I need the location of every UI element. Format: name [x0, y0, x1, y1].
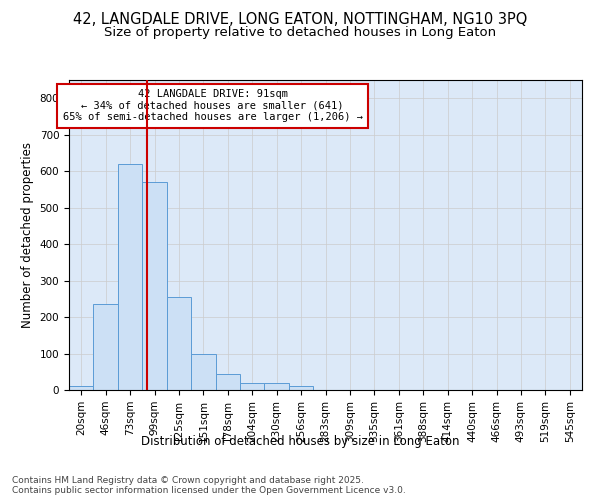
Text: 42 LANGDALE DRIVE: 91sqm
← 34% of detached houses are smaller (641)
65% of semi-: 42 LANGDALE DRIVE: 91sqm ← 34% of detach…	[62, 90, 362, 122]
Bar	[167, 297, 191, 390]
Bar	[240, 382, 265, 390]
Bar	[142, 182, 167, 390]
Text: Contains HM Land Registry data © Crown copyright and database right 2025.
Contai: Contains HM Land Registry data © Crown c…	[12, 476, 406, 495]
Bar	[118, 164, 142, 390]
Bar	[69, 386, 94, 390]
Bar	[191, 354, 215, 390]
Bar	[289, 386, 313, 390]
Bar	[215, 374, 240, 390]
Bar	[94, 304, 118, 390]
Y-axis label: Number of detached properties: Number of detached properties	[21, 142, 34, 328]
Text: 42, LANGDALE DRIVE, LONG EATON, NOTTINGHAM, NG10 3PQ: 42, LANGDALE DRIVE, LONG EATON, NOTTINGH…	[73, 12, 527, 28]
Text: Distribution of detached houses by size in Long Eaton: Distribution of detached houses by size …	[141, 434, 459, 448]
Text: Size of property relative to detached houses in Long Eaton: Size of property relative to detached ho…	[104, 26, 496, 39]
Bar	[265, 382, 289, 390]
